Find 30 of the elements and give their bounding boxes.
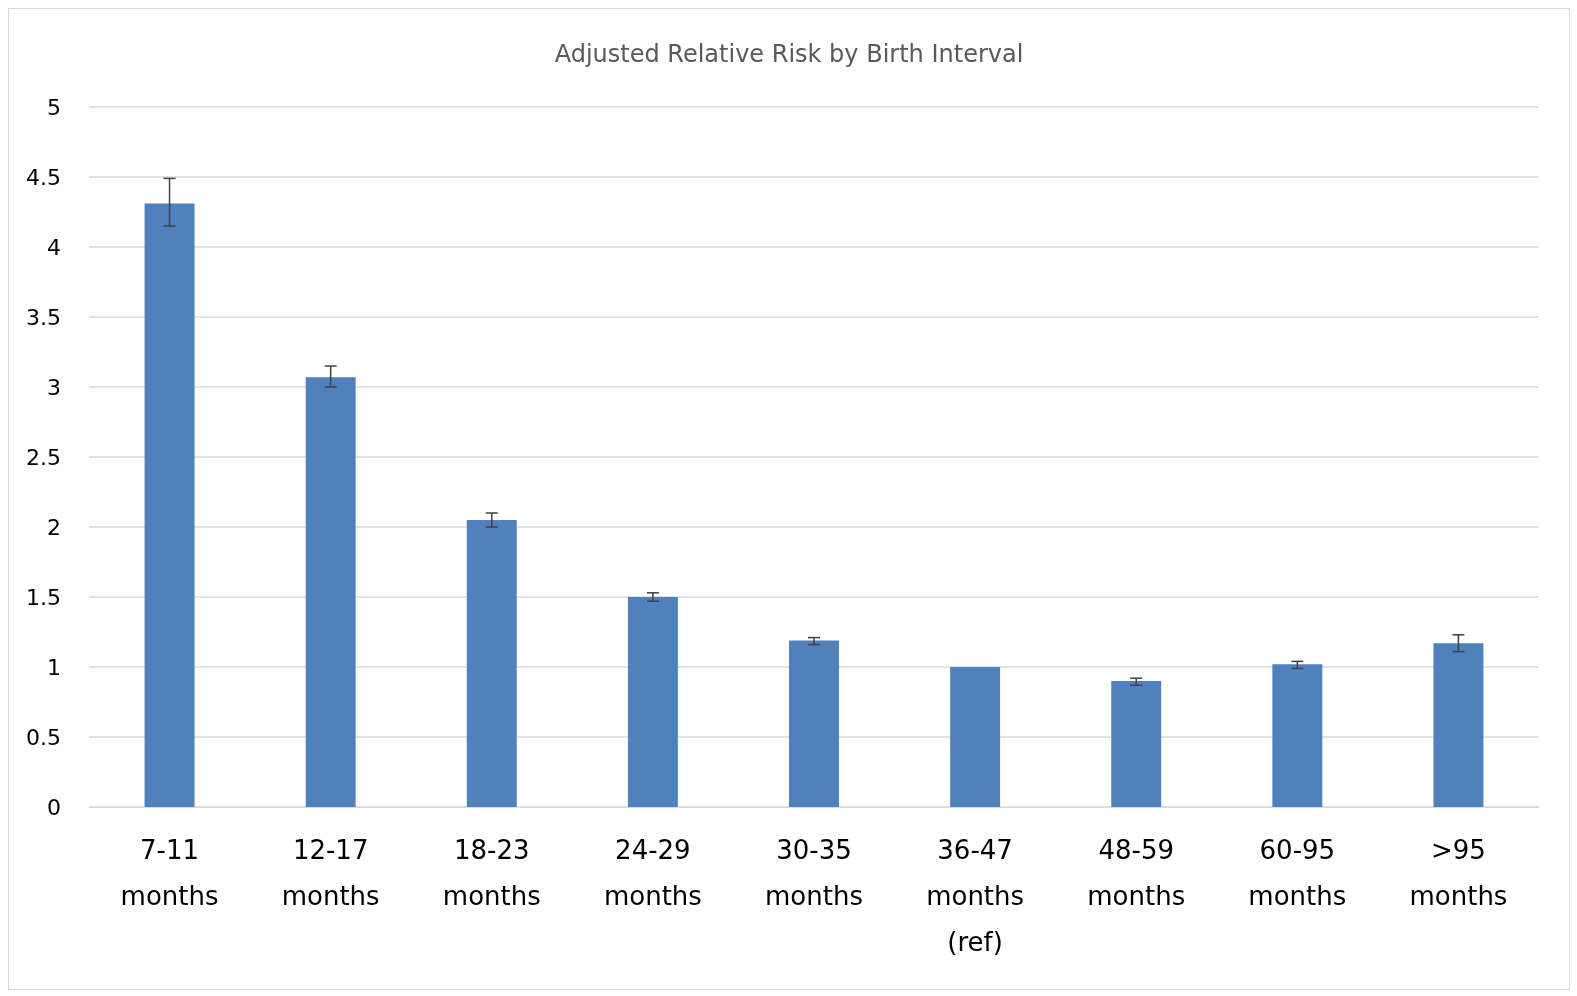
x-tick-label: 36-47 months (ref) — [926, 835, 1025, 957]
bar — [627, 597, 678, 807]
x-tick-label: 18-23 months — [442, 835, 541, 911]
y-tick-label: 1.5 — [26, 584, 61, 610]
x-tick-label: >95 months — [1409, 835, 1508, 911]
x-tick-label: 30-35 months — [765, 835, 863, 911]
bar — [144, 203, 195, 807]
y-tick-label: 2.5 — [26, 444, 61, 470]
bar — [1272, 664, 1323, 807]
y-tick-label: 5 — [47, 94, 61, 120]
x-tick-label: 48-59 months — [1087, 835, 1186, 911]
y-tick-label: 1 — [47, 654, 61, 680]
y-tick-label: 4.5 — [26, 164, 61, 190]
y-tick-label: 2 — [47, 514, 61, 540]
bar — [466, 520, 517, 807]
y-tick-label: 3 — [47, 374, 61, 400]
y-tick-label: 3.5 — [26, 304, 61, 330]
x-tick-label: 24-29 months — [603, 835, 702, 911]
y-tick-label: 4 — [47, 234, 61, 260]
y-tick-label: 0.5 — [26, 724, 61, 750]
bar — [305, 377, 356, 807]
bar — [950, 667, 1001, 807]
x-tick-label: 60-95 months — [1248, 835, 1347, 911]
bar — [1433, 643, 1484, 807]
x-tick-label: 12-17 months — [281, 835, 380, 911]
bar — [1111, 681, 1162, 807]
y-tick-label: 0 — [47, 794, 61, 820]
bar — [789, 640, 839, 807]
chart-title: Adjusted Relative Risk by Birth Interval — [554, 40, 1024, 68]
x-tick-label: 7-11 months — [120, 835, 219, 911]
